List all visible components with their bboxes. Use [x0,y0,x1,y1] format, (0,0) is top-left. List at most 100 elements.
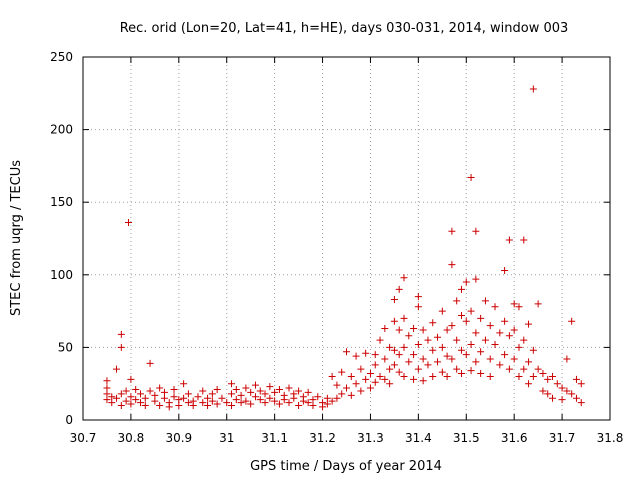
data-point [381,375,389,383]
data-point [472,358,480,366]
x-tick-label: 31.6 [501,431,528,445]
data-point [223,399,231,407]
data-point [280,396,288,404]
data-point [558,396,566,404]
data-point [568,390,576,398]
data-point [299,397,307,405]
data-point [371,351,379,359]
data-point [117,401,125,409]
tick-labels-layer: 30.7 30.8 30.9 31 31.1 31.2 31.3 31.4 31.5 31.6 31… [50,50,623,445]
data-point [429,372,437,380]
data-point [184,390,192,398]
data-point [381,325,389,333]
y-tick-label: 200 [50,123,73,137]
data-point [309,401,317,409]
data-point [419,355,427,363]
data-point [352,352,360,360]
data-point [510,355,518,363]
data-point [472,329,480,337]
data-point [266,394,274,402]
data-point [204,394,212,402]
data-point [247,400,255,408]
data-point [438,368,446,376]
data-point [242,397,250,405]
data-point [419,326,427,334]
data-point [467,367,475,375]
data-point [141,401,149,409]
data-point [529,85,537,93]
data-point [122,387,130,395]
data-point [477,348,485,356]
data-point [275,386,283,394]
data-point [400,343,408,351]
data-point [328,372,336,380]
data-point [448,322,456,330]
data-point [127,400,135,408]
ticks-layer [82,56,611,421]
data-point [481,297,489,305]
data-point [266,383,274,391]
data-point [544,375,552,383]
y-tick-label: 100 [50,268,73,282]
data-point [304,399,312,407]
data-point [338,390,346,398]
y-tick-label: 150 [50,195,73,209]
data-point [477,314,485,322]
x-tick-label: 31.5 [453,431,480,445]
data-point [357,387,365,395]
data-point [371,361,379,369]
data-point [108,399,116,407]
grid-layer [83,57,610,420]
data-point [151,391,159,399]
data-point [156,384,164,392]
data-point [141,394,149,402]
data-point [338,368,346,376]
data-point [347,391,355,399]
data-point [228,380,236,388]
data-point [443,372,451,380]
data-point [295,401,303,409]
y-tick-label: 50 [58,340,73,354]
points-layer [103,85,585,411]
data-point [314,393,322,401]
data-point [122,397,130,405]
data-point [438,343,446,351]
data-point [400,372,408,380]
data-point [256,387,264,395]
data-point [448,227,456,235]
data-point [448,355,456,363]
data-point [501,266,509,274]
data-point [472,227,480,235]
data-point [577,399,585,407]
x-tick-label: 31.8 [597,431,624,445]
data-point [520,365,528,373]
data-point [486,372,494,380]
data-point [572,394,580,402]
data-point [453,365,461,373]
data-point [304,388,312,396]
data-point [218,394,226,402]
data-point [467,307,475,315]
data-point [457,311,465,319]
data-point [414,365,422,373]
data-point [343,384,350,392]
data-point [228,390,236,398]
data-point [170,393,178,401]
data-point [410,351,418,359]
data-point [515,372,523,380]
data-point [232,396,240,404]
y-tick-label: 250 [50,50,73,64]
data-point [563,355,571,363]
data-point [400,314,408,322]
data-point [343,348,350,356]
data-point [572,375,580,383]
data-point [271,388,279,396]
data-point [395,351,403,359]
data-point [429,346,437,354]
data-point [390,295,398,303]
data-point [371,378,379,386]
data-point [352,380,360,388]
data-point [563,387,571,395]
data-point [457,346,465,354]
